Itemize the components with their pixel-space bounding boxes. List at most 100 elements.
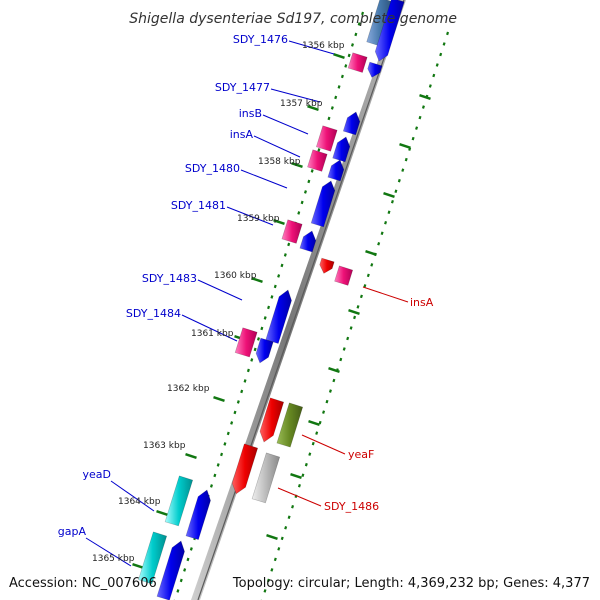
label-leader-line — [85, 537, 132, 567]
inner-scale-dots — [260, 326, 264, 331]
inner-scale-dots — [344, 64, 348, 68]
label-leader-line — [197, 279, 243, 301]
outer-scale-dots — [394, 189, 398, 193]
label-leader-line — [110, 480, 155, 512]
gene-block-sdy-1484 — [234, 327, 258, 358]
inner-scale-dots — [354, 32, 358, 37]
gene-label-forward: SDY_1481 — [171, 199, 226, 212]
gene-block-sdy-1486 — [251, 452, 281, 504]
inner-scale-dots — [300, 200, 304, 205]
inner-scale-dots — [226, 431, 230, 436]
label-leader-line — [277, 487, 322, 507]
inner-scale-dots — [361, 11, 365, 16]
outer-scale-dots — [339, 357, 343, 362]
gene-block-sdy-1481 — [281, 219, 303, 244]
outer-scale-dots — [359, 294, 363, 299]
gene-label-forward: insA — [230, 128, 254, 141]
inner-scale-dots — [283, 253, 287, 257]
topology-label: Topology: circular; Length: 4,369,232 bp… — [232, 576, 590, 591]
inner-scale-dots — [297, 211, 301, 215]
gene-block-yeaf — [259, 397, 285, 443]
gene-block-insb — [315, 125, 338, 152]
gene-block-gapa — [156, 540, 185, 600]
scale-label: 1357 kbp — [280, 99, 323, 109]
gene-block-sdy-1480 — [327, 159, 345, 182]
inner-scale-dots — [220, 452, 224, 457]
major-tick — [291, 162, 303, 168]
outer-tick — [266, 534, 278, 540]
label-leader-line — [262, 114, 309, 135]
outer-scale-dots — [304, 462, 308, 467]
scale-label: 1358 kbp — [258, 157, 301, 167]
label-leader-line — [226, 206, 274, 226]
inner-scale-dots — [330, 106, 334, 110]
gene-label-forward: gapA — [58, 525, 87, 538]
inner-scale-dots — [337, 85, 341, 89]
outer-scale-dots — [387, 210, 391, 215]
outer-scale-dots — [346, 336, 350, 341]
outer-scale-dots — [280, 536, 284, 541]
outer-scale-dots — [418, 115, 422, 120]
gene-block-yeaf — [276, 402, 304, 448]
outer-scale-dots — [349, 326, 353, 330]
outer-scale-dots — [270, 568, 274, 572]
gene-block-insa-reverse — [319, 257, 335, 274]
label-leader-line — [301, 434, 346, 455]
outer-scale-dots — [421, 105, 425, 109]
outer-scale-dots — [415, 126, 419, 130]
label-leader-line — [253, 135, 301, 158]
outer-scale-dots — [342, 347, 346, 351]
outer-scale-dots — [404, 157, 408, 162]
scale-label: 1365 kbp — [92, 554, 135, 564]
major-tick — [132, 563, 144, 569]
label-leader-line — [240, 169, 288, 189]
outer-scale-dots — [277, 547, 281, 551]
scale-label: 1361 kbp — [191, 329, 234, 339]
inner-scale-dots — [246, 368, 250, 373]
inner-scale-dots — [280, 263, 284, 268]
major-tick — [213, 396, 225, 402]
inner-scale-dots — [347, 53, 351, 58]
outer-scale-dots — [284, 526, 288, 530]
outer-scale-dots — [297, 483, 301, 488]
inner-scale-dots — [327, 116, 331, 121]
inner-scale-dots — [307, 179, 311, 184]
major-tick — [273, 219, 285, 225]
inner-scale-dots — [176, 589, 180, 593]
inner-scale-dots — [334, 95, 338, 100]
gene-label-forward: SDY_1477 — [215, 81, 270, 94]
gene-block-insb — [342, 111, 361, 136]
label-leader-line — [270, 88, 321, 103]
inner-scale-dots — [236, 400, 240, 404]
gene-block-insa — [307, 149, 328, 172]
outer-scale-dots — [266, 578, 270, 583]
gene-label-forward: yeaD — [83, 468, 112, 481]
inner-scale-dots — [256, 337, 260, 341]
outer-scale-dots — [390, 199, 394, 204]
inner-scale-dots — [303, 190, 307, 194]
scale-label: 1359 kbp — [237, 214, 280, 224]
outer-scale-dots — [328, 389, 332, 393]
outer-scale-dots — [370, 263, 374, 267]
outer-scale-dots — [353, 315, 357, 320]
outer-scale-dots — [428, 84, 432, 88]
gene-block-gapa — [138, 531, 168, 585]
outer-tick — [419, 94, 431, 100]
outer-scale-dots — [363, 284, 367, 288]
gene-label-reverse: SDY_1486 — [324, 500, 379, 513]
inner-scale-dots — [233, 410, 237, 415]
gene-block-yead — [164, 475, 194, 527]
inner-scale-dots — [317, 148, 321, 152]
inner-scale-dots — [310, 169, 314, 173]
gene-block-yead — [185, 489, 211, 541]
outer-scale-dots — [366, 273, 370, 278]
gene-label-reverse: insA — [410, 296, 434, 309]
inner-scale-dots — [340, 74, 344, 79]
outer-scale-dots — [325, 399, 329, 404]
outer-scale-dots — [411, 136, 415, 141]
outer-scale-dots — [439, 52, 443, 57]
inner-scale-dots — [183, 568, 187, 572]
outer-tick — [328, 367, 340, 373]
outer-scale-dots — [380, 231, 384, 236]
gene-label-forward: SDY_1483 — [142, 272, 197, 285]
